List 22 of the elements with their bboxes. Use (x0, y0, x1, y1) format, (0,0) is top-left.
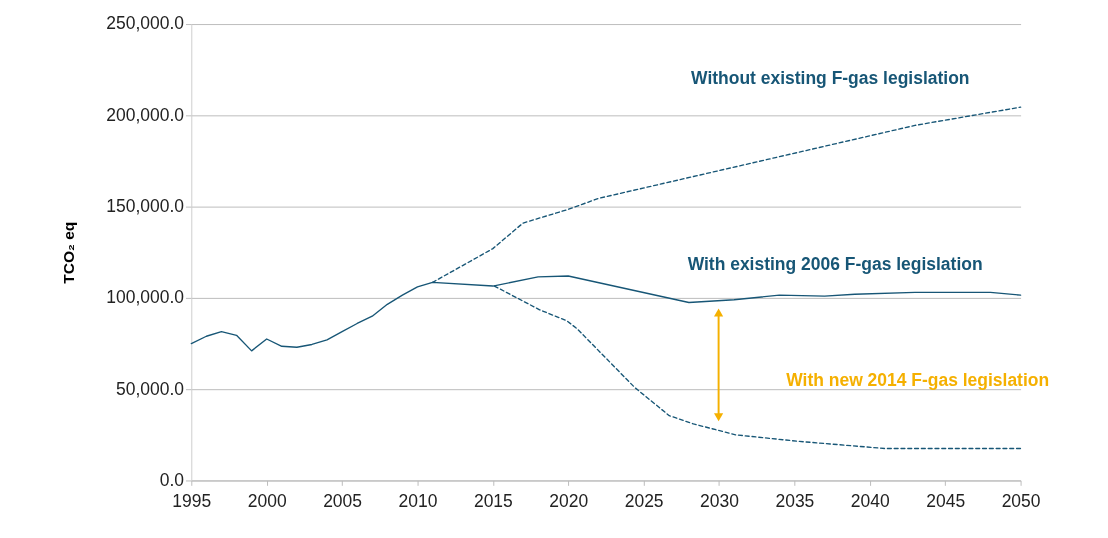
x-tick-label: 2040 (850, 491, 891, 512)
x-tick-label: 2005 (323, 491, 363, 512)
x-tick-label: 2020 (549, 491, 589, 512)
y-tick-label: 100,000.0 (106, 287, 185, 308)
annotation: Without existing F-gas legislation (691, 68, 970, 89)
x-tick-label: 1995 (172, 491, 212, 512)
x-tick-label: 2015 (473, 491, 513, 512)
y-tick-label: 200,000.0 (106, 104, 185, 125)
annotation: With existing 2006 F-gas legislation (687, 253, 983, 274)
x-tick-label: 2000 (247, 491, 287, 512)
annotation: With new 2014 F-gas legislation (786, 370, 1050, 391)
x-tick-label: 2010 (398, 491, 438, 512)
x-tick-label: 2030 (700, 491, 740, 512)
x-tick-label: 2050 (1001, 491, 1041, 512)
y-tick-label: 250,000.0 (106, 13, 185, 34)
x-tick-label: 2045 (926, 491, 966, 512)
y-tick-label: 50,000.0 (116, 378, 185, 399)
y-tick-label: 150,000.0 (106, 195, 185, 216)
y-axis-title: TCO₂ eq (60, 221, 78, 284)
y-tick-label: 0.0 (159, 469, 185, 490)
x-tick-label: 2025 (624, 491, 664, 512)
x-tick-label: 2035 (775, 491, 815, 512)
